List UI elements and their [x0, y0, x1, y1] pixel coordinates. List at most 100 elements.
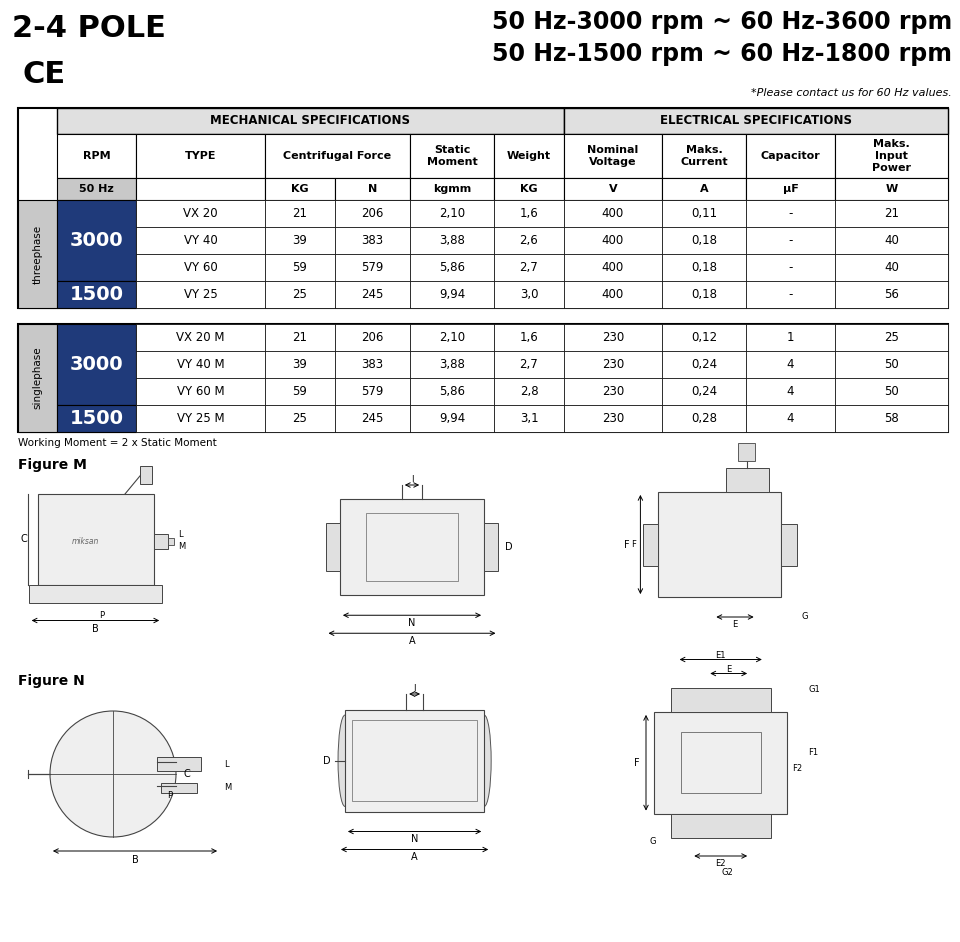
Circle shape — [647, 528, 654, 535]
Bar — [335, 254, 410, 281]
Bar — [136, 405, 265, 432]
Text: 0,28: 0,28 — [691, 412, 717, 425]
Bar — [835, 227, 948, 254]
Text: 400: 400 — [602, 288, 624, 301]
Text: -: - — [788, 207, 793, 220]
Bar — [154, 534, 168, 548]
Text: Figure N: Figure N — [18, 674, 84, 688]
Bar — [564, 108, 948, 134]
Bar — [746, 324, 835, 351]
Bar — [746, 281, 835, 308]
Text: 9,94: 9,94 — [439, 288, 466, 301]
Text: VY 40: VY 40 — [183, 234, 217, 247]
Text: 400: 400 — [602, 207, 624, 220]
Text: A: A — [411, 853, 418, 863]
Text: 230: 230 — [602, 358, 624, 371]
Bar — [835, 134, 948, 178]
Text: 3,0: 3,0 — [519, 288, 539, 301]
Text: 25: 25 — [884, 331, 899, 344]
Text: Capacitor: Capacitor — [760, 151, 821, 161]
Text: 1500: 1500 — [69, 409, 124, 428]
Text: 59: 59 — [293, 385, 307, 398]
Bar — [410, 405, 494, 432]
Text: 245: 245 — [361, 412, 384, 425]
Circle shape — [41, 591, 48, 596]
Bar — [18, 108, 948, 308]
Bar — [835, 405, 948, 432]
Text: 245: 245 — [361, 288, 384, 301]
Circle shape — [77, 536, 87, 546]
Bar — [335, 200, 410, 227]
Text: 2,10: 2,10 — [439, 207, 465, 220]
Bar — [140, 466, 152, 483]
Text: I: I — [411, 475, 413, 484]
Text: 4: 4 — [787, 412, 794, 425]
Bar — [18, 200, 57, 308]
Bar — [136, 351, 265, 378]
Bar — [564, 254, 662, 281]
Bar — [168, 538, 174, 545]
Text: I: I — [414, 684, 416, 693]
Circle shape — [747, 828, 754, 836]
Circle shape — [717, 690, 724, 697]
Bar — [265, 351, 335, 378]
Bar — [410, 227, 494, 254]
Bar — [484, 523, 498, 571]
Bar — [746, 227, 835, 254]
Text: C: C — [184, 769, 191, 779]
Bar — [265, 378, 335, 405]
Bar — [835, 378, 948, 405]
Text: 2,7: 2,7 — [519, 358, 539, 371]
Text: 21: 21 — [884, 207, 899, 220]
Circle shape — [349, 516, 411, 578]
Text: Figure M: Figure M — [18, 458, 86, 472]
Bar — [494, 178, 564, 200]
Circle shape — [688, 819, 695, 825]
Bar — [57, 108, 564, 134]
Bar — [352, 720, 477, 802]
Bar — [564, 281, 662, 308]
Bar — [57, 281, 136, 308]
Bar — [410, 351, 494, 378]
Bar — [781, 524, 797, 565]
Text: 1,6: 1,6 — [519, 331, 539, 344]
Bar — [29, 585, 162, 603]
Bar — [494, 324, 564, 351]
Circle shape — [747, 690, 754, 697]
Circle shape — [684, 519, 693, 528]
Bar — [662, 200, 746, 227]
Bar — [564, 200, 662, 227]
Text: 383: 383 — [361, 234, 384, 247]
Text: miksan: miksan — [72, 537, 99, 545]
Text: 40: 40 — [884, 234, 899, 247]
Bar — [157, 756, 201, 771]
Text: A: A — [409, 636, 416, 646]
Text: N: N — [368, 184, 377, 194]
Bar — [662, 281, 746, 308]
Text: P: P — [99, 610, 105, 620]
Bar — [57, 134, 136, 178]
Text: N: N — [408, 618, 416, 628]
Text: G: G — [650, 837, 657, 846]
Text: G2: G2 — [722, 868, 733, 877]
Bar — [726, 467, 769, 492]
Text: M: M — [224, 783, 231, 791]
Bar — [564, 378, 662, 405]
Bar — [345, 710, 484, 811]
Text: F: F — [624, 540, 630, 549]
Text: L: L — [178, 529, 182, 539]
Text: 21: 21 — [293, 331, 307, 344]
Bar — [57, 178, 136, 200]
Text: 1500: 1500 — [69, 285, 124, 304]
Text: Nominal
Voltage: Nominal Voltage — [588, 145, 638, 167]
Text: C: C — [20, 534, 28, 544]
Text: 400: 400 — [602, 261, 624, 274]
Text: 5,86: 5,86 — [439, 261, 465, 274]
Text: μF: μF — [782, 184, 799, 194]
Bar — [265, 134, 410, 178]
Text: 579: 579 — [361, 385, 384, 398]
Text: 0,24: 0,24 — [691, 358, 717, 371]
Bar — [38, 494, 154, 585]
Text: -: - — [788, 261, 793, 274]
Circle shape — [785, 554, 792, 560]
